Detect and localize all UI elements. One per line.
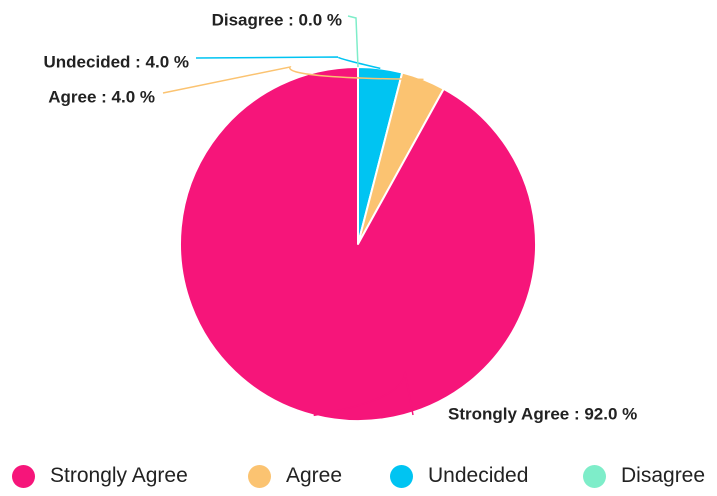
slice-label-agree: Agree : 4.0 % bbox=[48, 87, 155, 106]
legend-swatch-disagree bbox=[583, 464, 606, 488]
pie-chart-canvas: Strongly Agree : 92.0 % Agree : 4.0 % Unde… bbox=[44, 10, 638, 423]
legend-swatch-undecided bbox=[390, 464, 413, 488]
leader-line-agree bbox=[162, 65, 424, 94]
slice-label-undecided: Undecided : 4.0 % bbox=[44, 52, 189, 71]
legend-label-undecided: Undecided bbox=[428, 464, 529, 487]
leader-line-disagree bbox=[347, 15, 359, 68]
legend-label-agree: Agree bbox=[286, 464, 343, 487]
legend-item-undecided[interactable]: Undecided bbox=[390, 458, 528, 494]
slice-label-strongly-agree: Strongly Agree : 92.0 % bbox=[448, 404, 637, 423]
pie-slice-strongly-agree[interactable] bbox=[179, 66, 537, 422]
leader-line-strongly-agree bbox=[313, 371, 414, 417]
chart-legend: Strongly Agree Agree Undecided Disagree bbox=[0, 458, 717, 494]
legend-swatch-strongly-agree bbox=[12, 464, 35, 488]
slice-label-disagree: Disagree : 0.0 % bbox=[212, 10, 342, 29]
legend-swatch-agree bbox=[248, 464, 271, 488]
legend-label-strongly-agree: Strongly Agree bbox=[50, 464, 188, 487]
legend-item-strongly-agree[interactable]: Strongly Agree bbox=[12, 458, 188, 494]
legend-label-disagree: Disagree bbox=[621, 464, 706, 487]
legend-item-disagree[interactable]: Disagree bbox=[583, 458, 705, 494]
legend-item-agree[interactable]: Agree bbox=[248, 458, 342, 494]
leader-line-undecided bbox=[195, 56, 381, 70]
